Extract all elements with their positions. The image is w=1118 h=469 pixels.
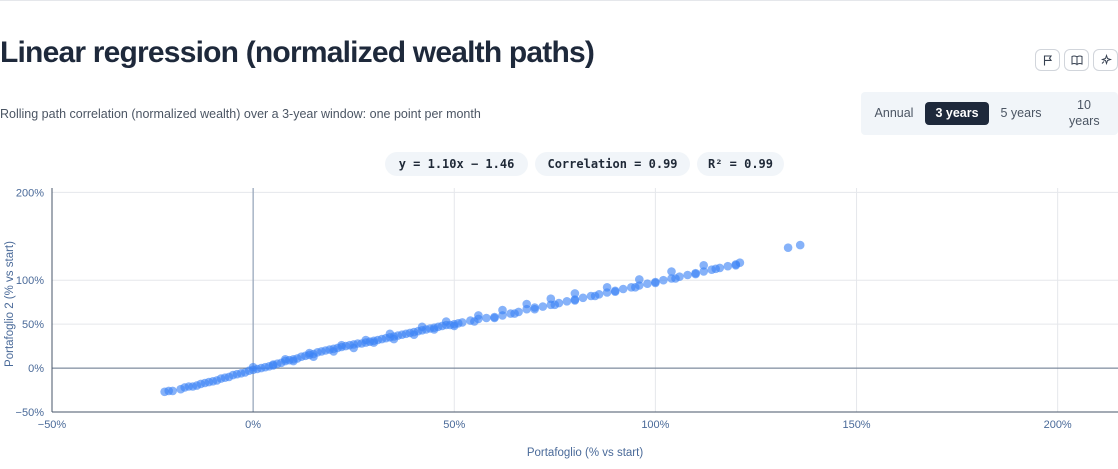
data-point: [659, 275, 668, 285]
data-point: [429, 325, 439, 334]
data-point: [470, 317, 479, 326]
data-point: [635, 275, 644, 284]
page-title: Linear regression (normalized wealth pat…: [0, 36, 595, 69]
data-point: [490, 313, 499, 323]
data-point: [699, 267, 708, 276]
x-tick-label: 150%: [842, 419, 870, 431]
data-point: [510, 309, 519, 318]
data-point: [795, 240, 805, 250]
regression-stats: y = 1.10x − 1.46 Correlation = 0.99 R² =…: [0, 152, 1118, 176]
window-toggle: Annual 3 years 5 years 10 years: [861, 92, 1118, 135]
y-tick-label: 50%: [22, 319, 44, 331]
data-point: [667, 267, 676, 276]
flag-icon[interactable]: [1035, 49, 1060, 71]
scatter-chart: −50% 0% 50% 100% 150% 200% −50% 0% 50% 100% 200% Po…: [4, 187, 1118, 459]
data-point: [683, 270, 692, 280]
y-tick-label: −50%: [16, 407, 45, 419]
data-point: [369, 338, 379, 347]
y-axis-label: Portafoglio 2 (% vs start): [4, 241, 16, 367]
data-point: [498, 305, 507, 315]
top-border: [0, 0, 1118, 1]
data-point: [337, 340, 346, 350]
x-tick-label: 200%: [1044, 419, 1072, 431]
data-point: [538, 302, 548, 311]
x-tick-label: 0%: [245, 419, 261, 431]
data-point: [723, 261, 733, 271]
data-point: [289, 356, 298, 366]
data-point: [618, 284, 628, 294]
data-point: [731, 261, 741, 270]
header-actions: [1035, 49, 1118, 71]
equation-pill: y = 1.10x − 1.46: [385, 152, 528, 176]
book-icon[interactable]: [1064, 49, 1089, 71]
data-point: [450, 321, 459, 331]
tab-5-years[interactable]: 5 years: [1000, 106, 1042, 120]
y-tick-label: 200%: [16, 187, 44, 199]
x-tick-label: −50%: [38, 419, 67, 431]
y-tick-label: 0%: [28, 363, 44, 375]
data-point: [361, 335, 371, 345]
data-point: [550, 300, 560, 310]
data-point: [268, 361, 278, 370]
data-point: [578, 293, 588, 303]
data-point: [651, 278, 660, 288]
data-point: [417, 322, 427, 332]
data-point: [385, 329, 395, 339]
data-point: [305, 348, 314, 358]
correlation-pill: Correlation = 0.99: [535, 152, 690, 176]
data-point: [409, 330, 419, 339]
data-point: [602, 283, 612, 292]
data-point: [441, 317, 451, 326]
x-axis-label: Portafoglio (% vs start): [527, 447, 643, 459]
data-point: [590, 291, 600, 301]
tab-annual[interactable]: Annual: [874, 106, 914, 120]
data-point: [329, 347, 338, 356]
data-point: [546, 294, 556, 303]
data-point: [168, 386, 177, 396]
sparkle-icon[interactable]: [1093, 49, 1118, 71]
data-point: [671, 274, 680, 283]
data-point: [631, 283, 640, 292]
chart-subtitle: Rolling path correlation (normalized wea…: [0, 107, 481, 121]
data-point: [522, 299, 531, 309]
data-point: [711, 264, 720, 274]
data-point: [691, 269, 700, 279]
data-point: [474, 311, 483, 320]
r2-pill: R² = 0.99: [697, 152, 784, 176]
tab-10-years[interactable]: 10 years: [1069, 98, 1100, 128]
data-point: [349, 343, 359, 353]
data-point: [699, 261, 708, 270]
data-point: [610, 287, 620, 296]
x-tick-label: 100%: [641, 419, 669, 431]
data-point: [570, 289, 580, 298]
data-point: [643, 279, 652, 288]
data-point: [458, 318, 467, 327]
data-point: [570, 296, 580, 305]
tab-3-years[interactable]: 3 years: [925, 102, 989, 125]
data-point: [482, 313, 491, 323]
data-point: [783, 243, 793, 252]
data-point: [530, 304, 539, 314]
y-tick-label: 100%: [16, 275, 44, 287]
data-point: [281, 355, 290, 364]
x-tick-label: 50%: [443, 419, 465, 431]
data-point: [562, 297, 572, 306]
